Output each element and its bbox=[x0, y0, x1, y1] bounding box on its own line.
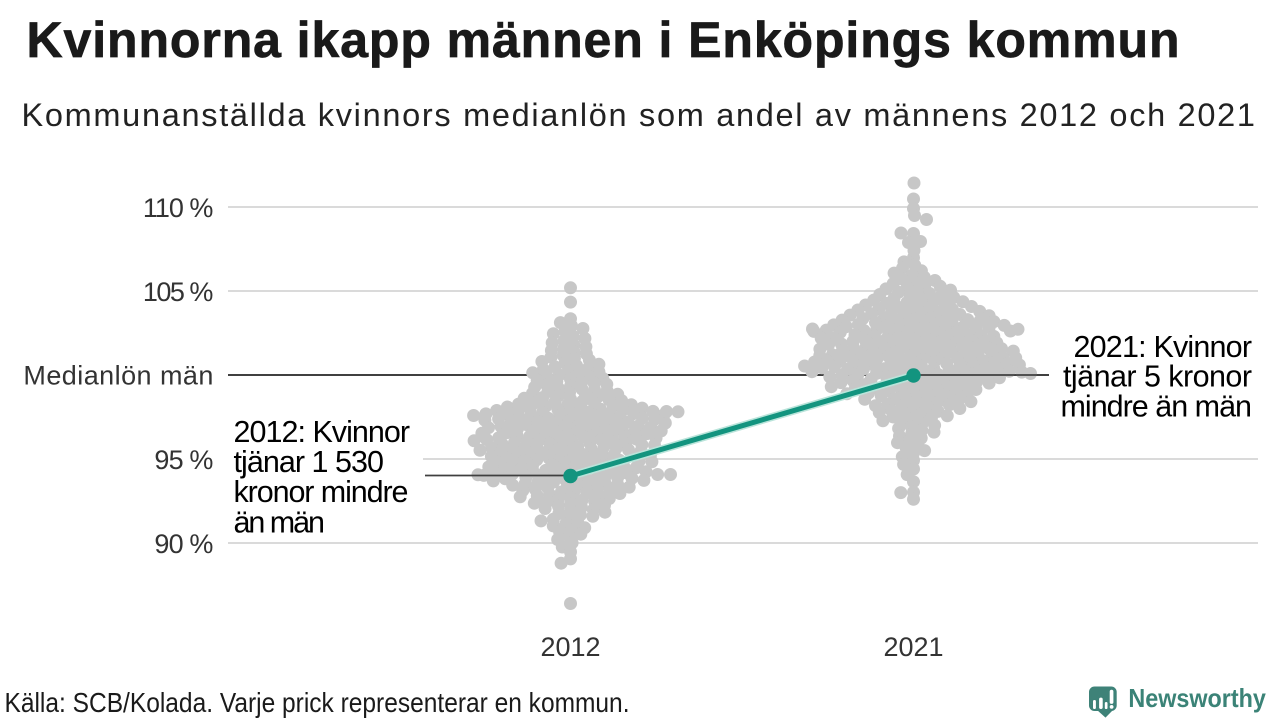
svg-text:Medianlön män: Medianlön män bbox=[23, 360, 213, 390]
svg-text:2021: Kvinnor: 2021: Kvinnor bbox=[1074, 330, 1253, 364]
svg-text:än män: än män bbox=[234, 505, 326, 539]
svg-text:Kvinnorna ikapp männen i Enköp: Kvinnorna ikapp männen i Enköpings kommu… bbox=[27, 12, 1180, 68]
svg-text:2012: Kvinnor: 2012: Kvinnor bbox=[234, 415, 411, 449]
svg-text:tjänar 5 kronor: tjänar 5 kronor bbox=[1063, 360, 1252, 394]
svg-text:mindre än män: mindre än män bbox=[1061, 389, 1253, 423]
svg-text:110 %: 110 % bbox=[143, 193, 214, 223]
svg-text:105 %: 105 % bbox=[143, 277, 214, 307]
svg-text:Newsworthy: Newsworthy bbox=[1128, 683, 1266, 713]
svg-text:Källa: SCB/Kolada. Varje prick: Källa: SCB/Kolada. Varje prick represent… bbox=[5, 687, 630, 718]
svg-text:kronor mindre: kronor mindre bbox=[234, 475, 409, 509]
svg-text:2021: 2021 bbox=[883, 632, 943, 662]
svg-text:2012: 2012 bbox=[540, 632, 600, 662]
svg-text:tjänar 1 530: tjänar 1 530 bbox=[234, 445, 385, 479]
svg-text:Kommunanställda kvinnors media: Kommunanställda kvinnors medianlön som a… bbox=[22, 97, 1256, 133]
svg-text:95 %: 95 % bbox=[154, 445, 213, 475]
svg-text:90 %: 90 % bbox=[154, 529, 213, 559]
